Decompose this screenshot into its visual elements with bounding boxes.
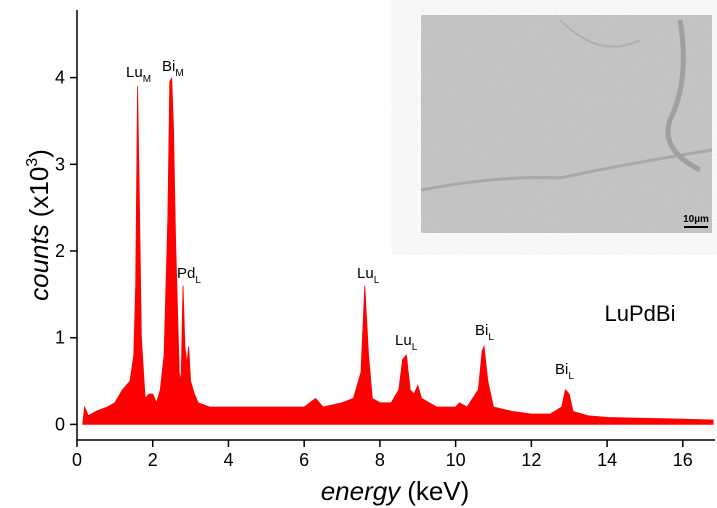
peak-label-element: Lu (357, 265, 374, 282)
x-tick-label: 14 (597, 450, 617, 470)
peak-label-element: Bi (555, 361, 568, 378)
peak-label-element: Pd (177, 265, 195, 282)
x-tick-label: 6 (299, 450, 309, 470)
x-tick-label: 4 (223, 450, 233, 470)
y-tick-label: 0 (55, 414, 65, 434)
x-tick-label: 8 (375, 450, 385, 470)
peak-label-shell: L (412, 342, 418, 353)
peak-label: BiL (475, 322, 494, 343)
y-tick-label: 4 (55, 68, 65, 88)
peak-label: PdL (177, 265, 201, 286)
sample-label: LuPdBi (605, 301, 676, 326)
scale-bar-label: 10µm (683, 214, 709, 225)
inset-image: 10µm (420, 15, 713, 233)
x-tick-label: 16 (673, 450, 693, 470)
y-tick-label: 2 (55, 241, 65, 261)
peak-label: BiL (555, 361, 574, 382)
x-tick-label: 2 (148, 450, 158, 470)
y-tick-label: 1 (55, 328, 65, 348)
peak-label: BiM (162, 58, 184, 79)
x-tick-label: 10 (446, 450, 466, 470)
peak-label: LuL (357, 265, 380, 286)
peak-label-element: Bi (475, 322, 488, 339)
peak-label-element: Lu (126, 64, 143, 81)
spectrum-area (82, 77, 714, 425)
x-axis-label: energy (keV) (321, 476, 470, 506)
y-tick-label: 3 (55, 154, 65, 174)
peak-label: LuL (395, 332, 418, 353)
peak-label-element: Lu (395, 332, 412, 349)
peak-label-shell: L (195, 275, 201, 286)
peak-label-shell: L (374, 275, 380, 286)
peak-label-shell: L (488, 332, 494, 343)
peak-label-shell: M (175, 68, 183, 79)
x-tick-label: 0 (72, 450, 82, 470)
peak-label: LuM (126, 64, 151, 85)
y-axis-label: counts(x103) (24, 149, 54, 301)
peak-label-shell: M (143, 74, 151, 85)
peak-label-element: Bi (162, 58, 175, 75)
peak-label-shell: L (568, 371, 574, 382)
x-tick-label: 12 (521, 450, 541, 470)
